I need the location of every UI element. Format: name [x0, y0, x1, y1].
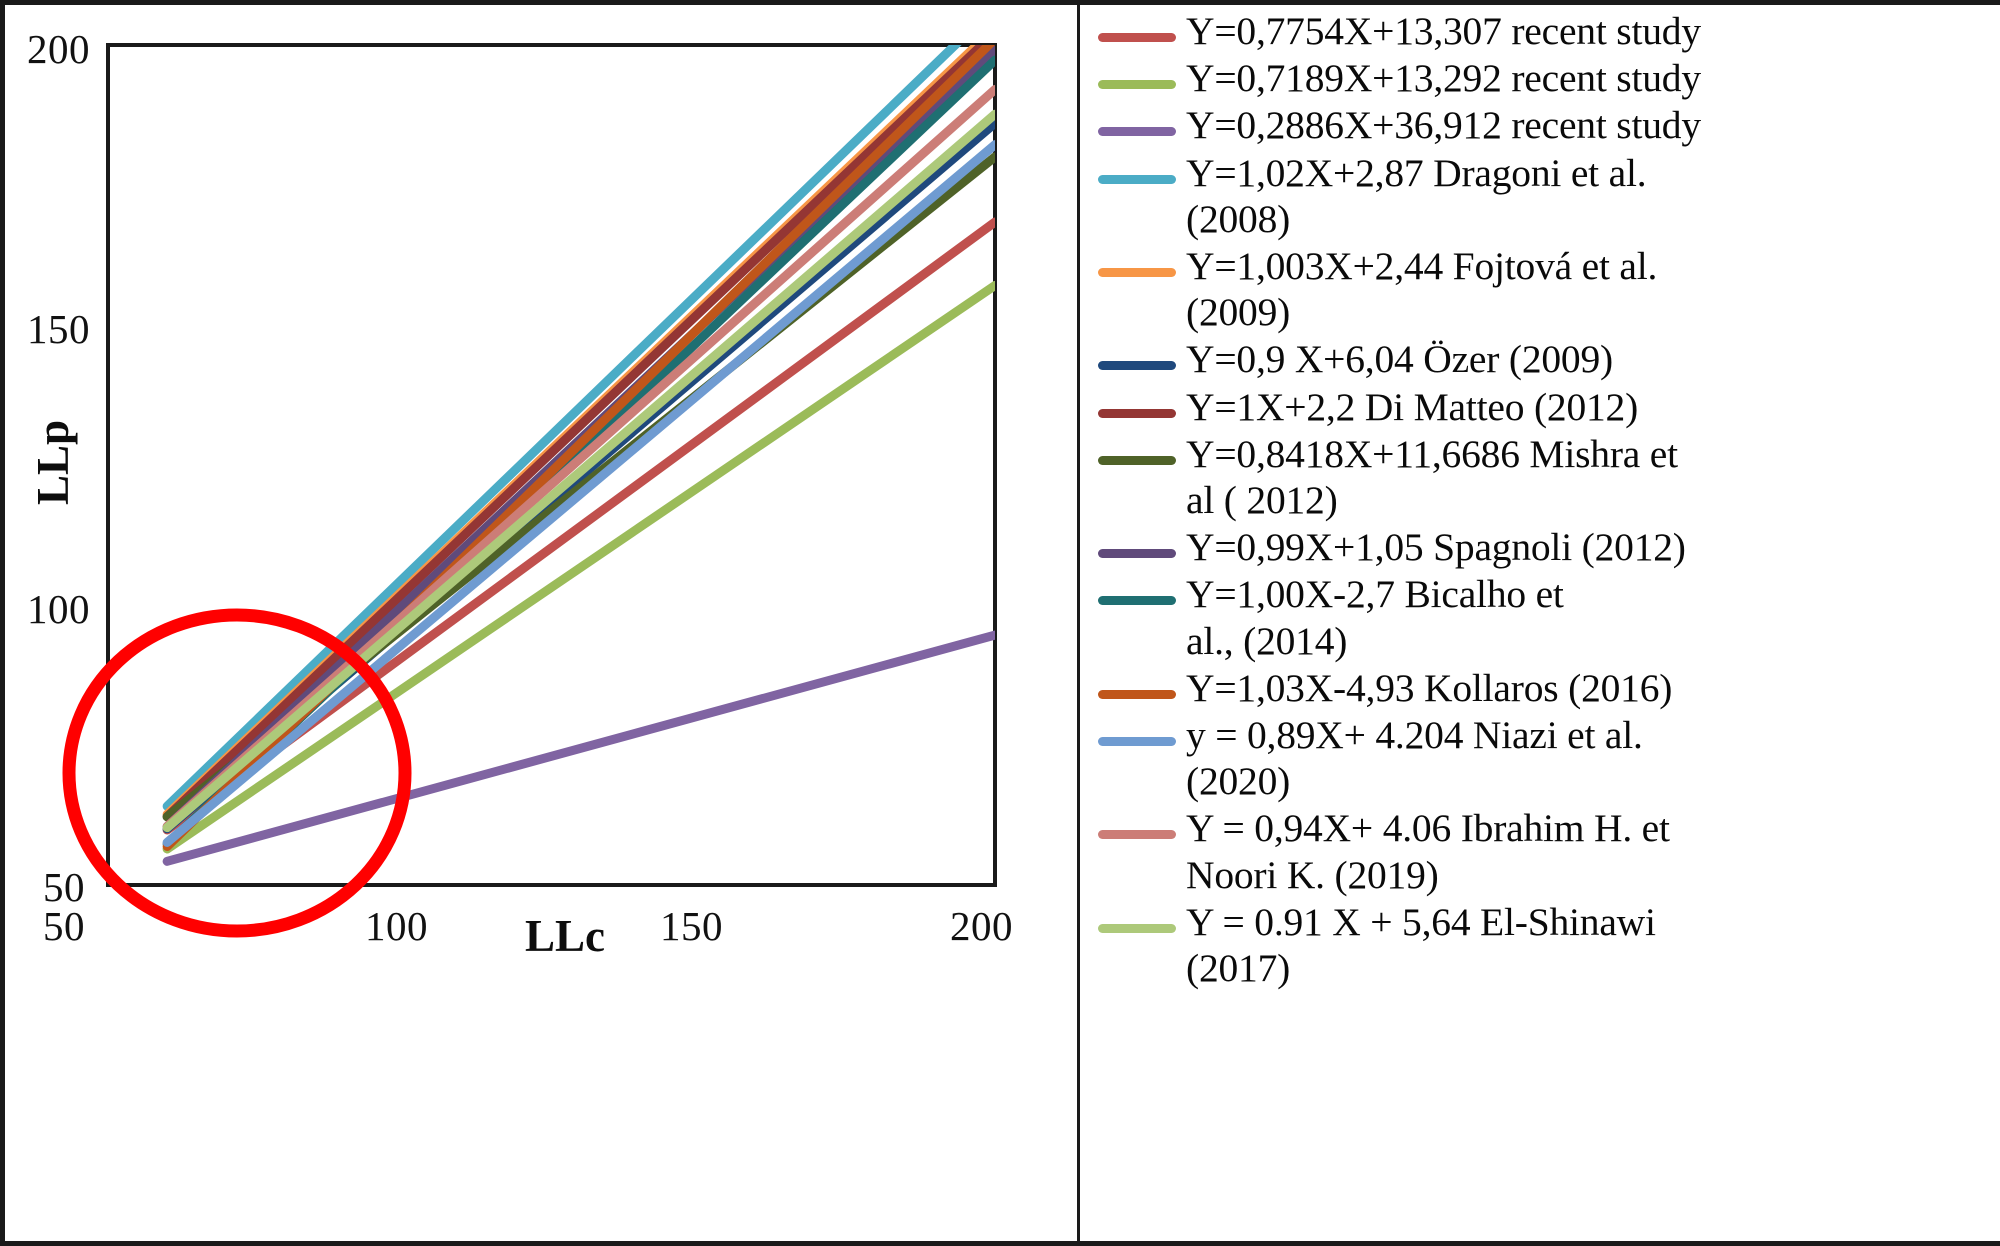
legend-swatch-icon — [1098, 174, 1176, 184]
legend-label: Y=0,7754X+13,307 recent study — [1186, 9, 1701, 53]
legend-item[interactable]: Y=0,2886X+36,912 recent study — [1080, 101, 2000, 148]
legend-label: Y = 0.91 X + 5,64 El-Shinawi (2017) — [1186, 899, 1656, 991]
legend-label: Y=0,99X+1,05 Spagnoli (2012) — [1186, 525, 1686, 570]
legend-label: Y=1,00X-2,7 Bicalho et al., (2014) — [1186, 572, 1564, 663]
highlight-ellipse-icon — [62, 608, 412, 938]
y-tick-150: 150 — [27, 306, 90, 352]
legend-swatch-icon — [1098, 737, 1176, 747]
x-axis-title: LLc — [525, 911, 606, 961]
legend-swatch-icon — [1098, 549, 1176, 559]
legend-swatch-icon — [1098, 596, 1176, 606]
legend-swatch-icon — [1098, 268, 1176, 278]
legend-swatch-icon — [1098, 408, 1176, 418]
legend-label: Y=0,7189X+13,292 recent study — [1186, 56, 1701, 101]
series-line — [162, 140, 995, 847]
legend-label: Y = 0,94X+ 4.06 Ibrahim H. et Noori K. (… — [1186, 806, 1670, 897]
legend-label: y = 0,89X+ 4.204 Niazi et al. (2020) — [1186, 713, 1643, 804]
legend-swatch-icon — [1098, 127, 1176, 137]
plot-svg — [62, 43, 997, 938]
legend-item[interactable]: Y=0,8418X+11,6686 Mishra et al ( 2012) — [1080, 430, 2000, 523]
legend-label: Y=1,02X+2,87 Dragoni et al. (2008) — [1186, 150, 1647, 241]
legend-label: Y=0,9 X+6,04 Özer (2009) — [1186, 337, 1613, 382]
series-line — [162, 45, 962, 811]
legend-label: Y=1,03X-4,93 Kollaros (2016) — [1186, 665, 1673, 710]
legend-item[interactable]: Y=0,7754X+13,307 recent study — [1080, 7, 2000, 54]
series-line — [162, 45, 989, 822]
series-line — [162, 630, 995, 866]
legend-item[interactable]: Y=1,00X-2,7 Bicalho et al., (2014) — [1080, 570, 2000, 663]
y-axis-title: LLp — [28, 419, 78, 505]
x-tick-150: 150 — [660, 903, 723, 949]
legend-item[interactable]: y = 0,89X+ 4.204 Niazi et al. (2020) — [1080, 711, 2000, 804]
legend-label: Y=1,003X+2,44 Fojtová et al. (2009) — [1186, 244, 1658, 335]
y-tick-100: 100 — [27, 586, 90, 632]
series-line — [162, 280, 995, 854]
legend-label: Y=0,8418X+11,6686 Mishra et al ( 2012) — [1186, 431, 1678, 523]
legend-swatch-icon — [1098, 80, 1176, 90]
x-tick-100: 100 — [365, 903, 428, 949]
x-tick-200: 200 — [950, 903, 1013, 949]
legend-item[interactable]: Y=0,99X+1,05 Spagnoli (2012) — [1080, 523, 2000, 570]
legend-label: Y=0,2886X+36,912 recent study — [1186, 103, 1701, 148]
legend-item[interactable]: Y=1,02X+2,87 Dragoni et al. (2008) — [1080, 149, 2000, 242]
legend-swatch-icon — [1098, 455, 1176, 465]
legend-item[interactable]: Y = 0.91 X + 5,64 El-Shinawi (2017) — [1080, 898, 2000, 991]
series-group — [162, 45, 995, 866]
legend-item[interactable]: Y=1X+2,2 Di Matteo (2012) — [1080, 383, 2000, 430]
legend-label: Y=1X+2,2 Di Matteo (2012) — [1186, 384, 1639, 429]
legend-item[interactable]: Y=0,9 X+6,04 Özer (2009) — [1080, 335, 2000, 382]
legend-swatch-icon — [1098, 361, 1176, 371]
legend-swatch-icon — [1098, 33, 1176, 42]
legend-swatch-icon — [1098, 830, 1176, 840]
legend-swatch-icon — [1098, 923, 1176, 933]
y-tick-200: 200 — [27, 26, 90, 72]
legend-item[interactable]: Y = 0,94X+ 4.06 Ibrahim H. et Noori K. (… — [1080, 804, 2000, 897]
y-tick-50: 50 — [43, 864, 85, 910]
x-tick-50: 50 — [43, 903, 85, 949]
series-line — [162, 109, 995, 833]
legend-item[interactable]: Y=1,03X-4,93 Kollaros (2016) — [1080, 664, 2000, 711]
legend: Y=0,7754X+13,307 recent study Y=0,7189X+1… — [1077, 5, 2000, 1241]
legend-item[interactable]: Y=1,003X+2,44 Fojtová et al. (2009) — [1080, 242, 2000, 335]
legend-item[interactable]: Y=0,7189X+13,292 recent study — [1080, 54, 2000, 101]
legend-swatch-icon — [1098, 689, 1176, 699]
chart-region: 200 150 100 50 50 100 150 200 LLp LLc — [5, 5, 1073, 1241]
